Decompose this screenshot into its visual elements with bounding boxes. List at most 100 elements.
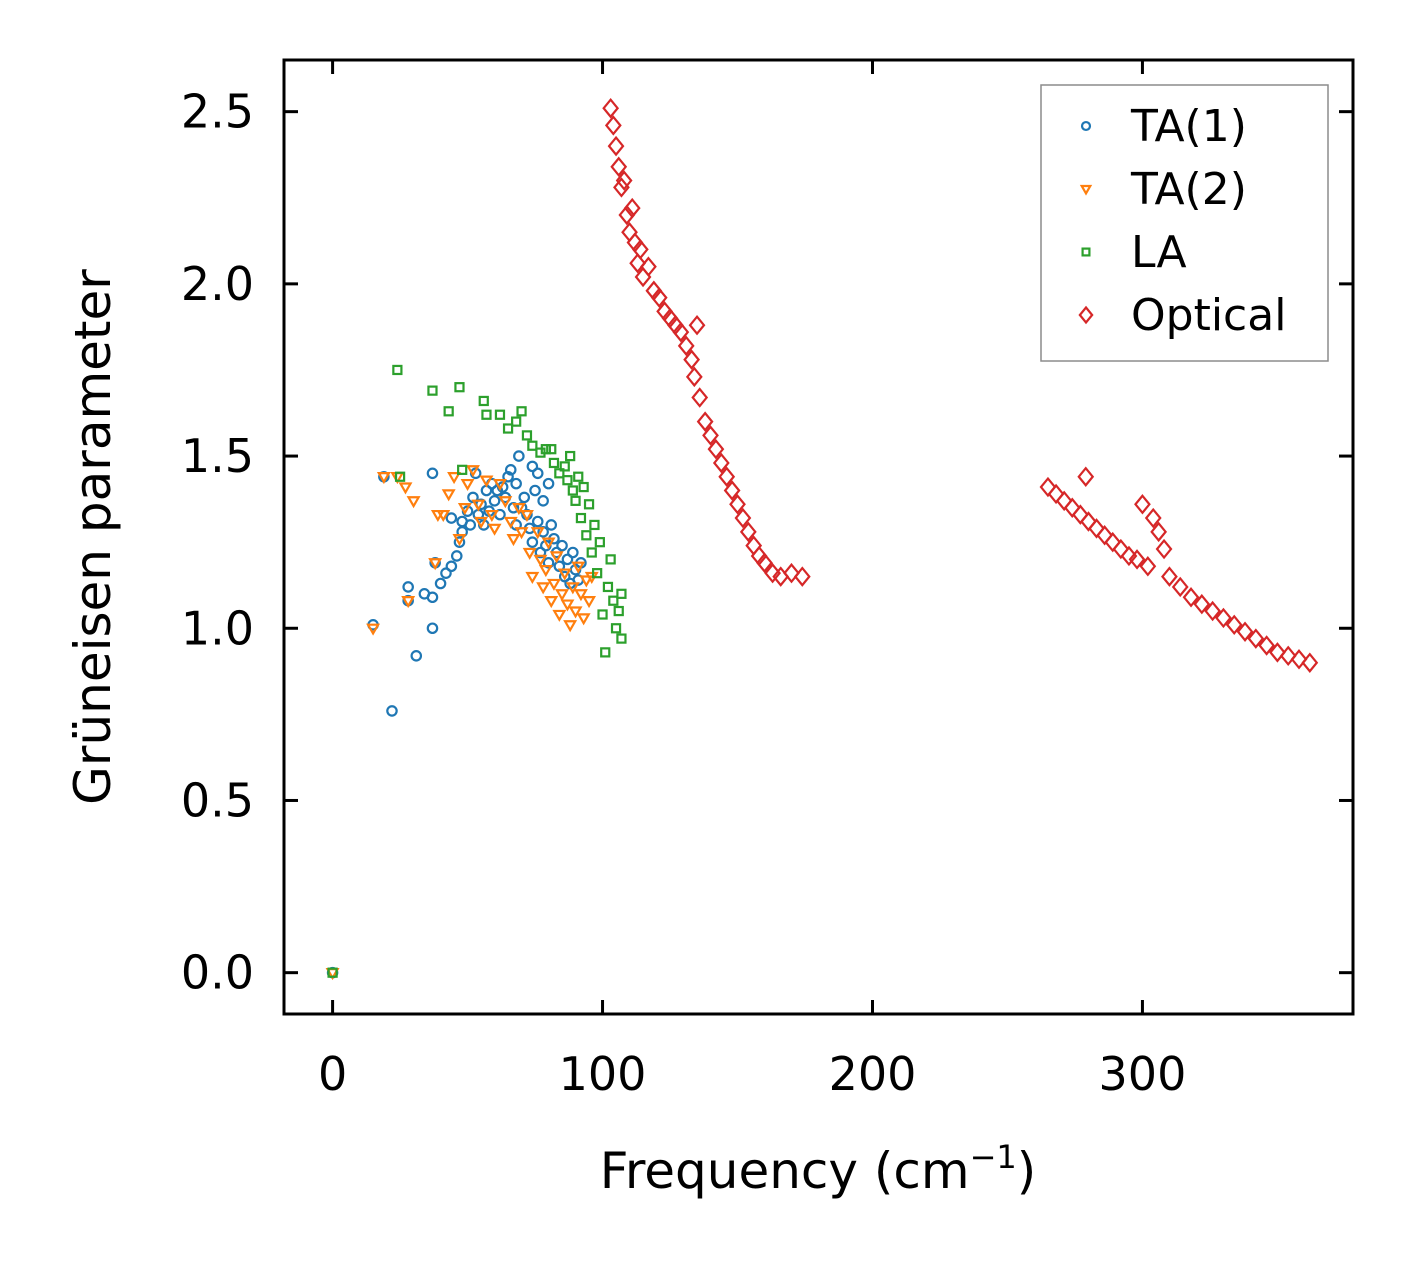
data-point [529,484,541,497]
data-point [613,177,630,198]
data-point [426,467,439,480]
data-point [561,553,574,566]
data-point [548,457,560,469]
data-point [631,239,649,260]
data-point [702,425,719,446]
y-tick-label: 2.5 [181,85,254,139]
data-point [567,485,578,496]
data-point [629,252,647,274]
data-point [511,503,526,516]
data-point [764,562,782,584]
data-point [366,623,381,636]
data-point [540,444,551,455]
data-point [613,605,624,617]
data-point [563,620,578,633]
data-point [392,364,403,376]
data-point [583,499,595,510]
legend-label: TA(2) [1130,164,1247,215]
data-point [537,495,549,507]
data-point [530,527,545,540]
data-point [510,477,522,490]
data-point [554,468,565,479]
data-point [542,557,555,569]
data-point [729,494,746,515]
data-point [427,385,438,396]
data-point [573,589,588,602]
data-point [602,97,620,119]
legend-marker [1080,120,1092,132]
data-point [441,489,456,502]
data-point [1104,531,1122,553]
legend-frame [1040,84,1329,362]
data-point [522,547,537,560]
data-point [568,606,583,619]
data-point [1155,538,1173,560]
data-point [707,438,725,460]
data-point [457,464,468,475]
data-point [465,465,480,478]
data-point [1055,490,1073,512]
y-tick-label: 0.5 [181,773,254,827]
data-point [545,519,558,531]
data-point [1077,466,1095,487]
data-point [562,475,573,486]
data-point [552,609,567,622]
data-point [443,406,454,417]
data-point [559,461,570,472]
data-point [567,546,579,559]
data-point [576,613,591,626]
y-tick-label: 0.0 [181,946,254,1000]
data-point [1171,576,1189,598]
data-point [650,287,668,308]
data-point [696,411,714,432]
data-point [1279,645,1297,667]
y-tick-label: 1.0 [181,601,254,655]
data-point [683,349,701,370]
data-points [325,97,1319,981]
data-point [513,450,525,462]
data-point [1204,600,1222,622]
data-point [453,536,466,548]
data-point [536,582,551,595]
data-point [558,570,571,583]
x-axis-title-close: ) [1017,1142,1037,1200]
data-point [586,547,597,558]
data-point [1182,587,1200,608]
x-axis-title: Frequency (cm−1) [600,1138,1037,1200]
data-point [494,409,506,420]
data-point [604,115,622,136]
data-point [521,430,533,441]
data-point [1139,556,1157,577]
legend-marker [1081,247,1091,257]
data-point [573,471,584,482]
data-point [544,596,559,609]
data-point [1225,614,1243,636]
y-tick-label: 2.0 [181,257,254,311]
data-point [426,591,439,604]
data-point [478,395,489,407]
data-point [607,135,625,157]
data-point [1080,511,1097,532]
data-point [519,509,534,523]
data-point [518,491,531,504]
data-point [581,530,592,541]
x-tick-label: 100 [559,1047,647,1101]
data-point [605,554,616,565]
x-tick-label: 0 [318,1047,347,1101]
data-point [457,503,472,516]
data-point [739,521,757,543]
data-point [616,588,627,599]
data-point [1112,538,1130,560]
data-point [327,967,338,978]
data-point [436,509,451,523]
data-point [487,523,502,536]
data-point [793,566,811,587]
data-point [610,623,622,634]
data-point [537,526,549,538]
data-point [504,464,517,476]
data-point [1063,497,1081,518]
data-point [589,519,600,531]
data-point [1150,521,1168,543]
data-point [492,478,507,492]
data-point [426,622,439,635]
